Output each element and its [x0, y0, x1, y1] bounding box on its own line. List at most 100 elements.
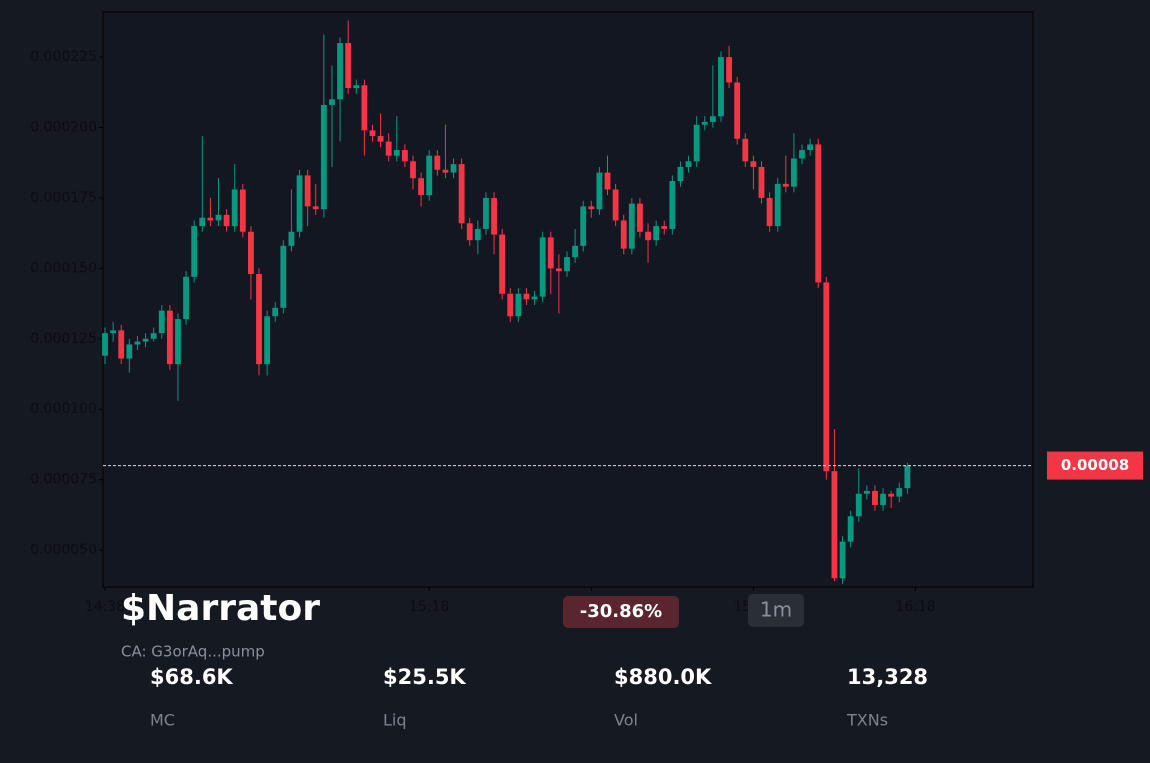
- interval-label[interactable]: 1m: [760, 598, 792, 622]
- candle-body: [166, 310, 173, 365]
- candle-body: [345, 42, 352, 89]
- candle-body: [766, 197, 773, 227]
- x-tick-label: 16:18: [895, 599, 935, 615]
- candle-body: [288, 231, 295, 246]
- candle-body: [215, 214, 222, 221]
- candle-body: [296, 175, 303, 232]
- change-badge: [563, 596, 679, 628]
- candle-body: [855, 493, 862, 517]
- candle-body: [239, 189, 246, 232]
- candle-body: [118, 330, 125, 359]
- candle-body: [142, 338, 149, 342]
- candle-body: [547, 237, 554, 269]
- candle-body: [199, 217, 206, 227]
- token-name: $Narrator: [121, 588, 320, 629]
- candle-body: [782, 183, 789, 187]
- candle-body: [507, 293, 514, 317]
- candle-body: [588, 206, 595, 210]
- candle-body: [264, 316, 271, 365]
- candle-body: [758, 166, 765, 198]
- contract-address: CA: G3orAq...pump: [121, 643, 265, 661]
- candle-body: [207, 217, 214, 221]
- y-tick-label: 0.000050: [30, 542, 97, 558]
- candle-body: [604, 172, 611, 190]
- candle-body: [377, 135, 384, 142]
- candle-body: [466, 223, 473, 241]
- candle-body: [491, 197, 497, 235]
- candle-body: [653, 226, 660, 241]
- candle-body: [726, 57, 732, 83]
- candle-body: [880, 493, 886, 506]
- candle-body: [393, 150, 400, 156]
- candle-body: [312, 206, 319, 210]
- candle-body: [709, 116, 716, 122]
- candle-body: [677, 166, 684, 182]
- candle-body: [872, 490, 878, 506]
- stat-label: TXNs: [846, 711, 888, 730]
- candle-body: [183, 276, 189, 320]
- candle-body: [742, 138, 749, 162]
- candle-body: [256, 274, 262, 365]
- candle-body: [361, 85, 368, 131]
- candle-body: [539, 237, 546, 297]
- stat-label: Liq: [383, 711, 407, 730]
- candle-body: [442, 169, 449, 173]
- candle-body: [750, 161, 757, 167]
- stat-label: MC: [150, 711, 175, 730]
- candle-body: [223, 214, 230, 227]
- candle-body: [483, 197, 489, 229]
- candle-body: [580, 206, 587, 246]
- candle-body: [531, 296, 538, 300]
- candle-body: [774, 183, 781, 227]
- candle-body: [418, 178, 425, 196]
- y-tick-label: 0.000125: [30, 331, 97, 347]
- price-tag-label: 0.00008: [1061, 456, 1129, 474]
- y-tick-label: 0.000200: [30, 120, 97, 136]
- candle-body: [385, 141, 392, 156]
- candle-body: [701, 121, 708, 125]
- candle-body: [110, 330, 117, 334]
- candle-body: [410, 161, 416, 179]
- y-tick-label: 0.000225: [30, 49, 97, 65]
- candle-body: [823, 282, 830, 472]
- candle-body: [734, 82, 741, 139]
- candle-body: [839, 541, 846, 579]
- candle-body: [434, 155, 441, 170]
- y-tick-label: 0.000175: [30, 190, 97, 206]
- price-tag: [1047, 451, 1143, 480]
- candle-body: [426, 155, 433, 196]
- candle-body: [126, 344, 133, 359]
- candle-body: [337, 42, 343, 100]
- interval-badge[interactable]: [748, 594, 804, 627]
- candle-body: [807, 144, 814, 151]
- stat-label: Vol: [614, 711, 638, 730]
- candle-body: [369, 130, 376, 136]
- candle-body: [718, 57, 724, 117]
- y-tick-label: 0.000075: [30, 472, 97, 488]
- candle-body: [247, 231, 254, 275]
- candle-body: [620, 220, 627, 249]
- candle-body: [191, 226, 198, 277]
- candle-body: [831, 471, 838, 579]
- candle-body: [815, 144, 822, 283]
- stat-value: $880.0K: [614, 665, 712, 689]
- candle-body: [661, 226, 668, 229]
- candle-body: [637, 203, 643, 232]
- candle-body: [863, 490, 870, 494]
- candle-body: [669, 181, 676, 229]
- stat-value: $25.5K: [383, 665, 466, 689]
- candle-body: [564, 257, 570, 272]
- candle-body: [329, 99, 335, 105]
- candle-body: [685, 161, 692, 167]
- candle-body: [474, 228, 481, 241]
- candle-body: [596, 172, 603, 210]
- plot-area: [102, 11, 1034, 588]
- candle-body: [304, 175, 311, 207]
- candle-body: [515, 293, 522, 317]
- candle-body: [555, 268, 562, 272]
- candle-body: [450, 164, 457, 173]
- candle-body: [693, 124, 700, 162]
- candle-body: [158, 310, 165, 334]
- candle-body: [231, 189, 238, 227]
- change-value: -30.86%: [580, 601, 662, 622]
